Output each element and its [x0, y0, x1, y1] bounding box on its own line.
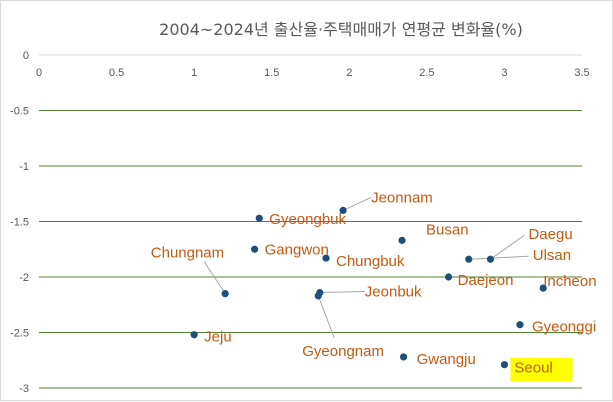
point-busan [398, 236, 406, 244]
x-tick-label: 2 [346, 67, 352, 79]
leader-line-jeonbuk [319, 291, 365, 294]
y-tick-label: -3 [19, 383, 29, 395]
point-label-daegu: Daegu [528, 226, 572, 243]
point-ulsan [465, 255, 473, 263]
x-tick-label: 1.5 [264, 67, 279, 79]
y-tick-label: -1.5 [10, 217, 29, 229]
leader-line-ulsan [468, 255, 529, 260]
y-tick-label: -2 [19, 272, 29, 284]
point-label-gwangju: Gwangju [417, 351, 476, 368]
point-jeonnam [339, 206, 347, 214]
point-gwangju [399, 353, 408, 361]
x-tick-label: 0.5 [109, 67, 124, 79]
y-tick-label: -1 [19, 161, 29, 173]
point-label-seoul: Seoul [514, 360, 552, 377]
point-gangwon [251, 245, 259, 253]
leader-lines [203, 196, 529, 339]
y-tick-label: -2.5 [10, 328, 29, 340]
point-seoul [500, 361, 509, 369]
x-tick-label: 3.5 [574, 67, 589, 79]
point-daegu [486, 255, 495, 263]
point-label-jeju: Jeju [204, 329, 232, 346]
point-gyeongnam [314, 292, 322, 300]
point-label-jeonnam: Jeonnam [371, 189, 433, 206]
gridlines [39, 54, 582, 389]
axis-ticks: 0 -0.5 -1 -1.5 -2 -2.5 -3 0 0.5 1 1.5 2 2.5 3 3.5 [10, 50, 590, 395]
point-label-gyeongnam: Gyeongnam [302, 343, 384, 360]
x-tick-label: 3 [501, 67, 507, 79]
point-label-ulsan: Ulsan [533, 247, 571, 264]
point-label-gyeongbuk: Gyeongbuk [269, 211, 346, 228]
point-label-chungnam: Chungnam [151, 245, 224, 262]
point-chungbuk [322, 254, 330, 262]
data-points [190, 206, 547, 369]
point-label-daejeon: Daejeon [458, 272, 514, 289]
leader-line-chungnam [203, 261, 226, 294]
point-label-chungbuk: Chungbuk [336, 253, 405, 270]
leader-line-gyeongnam [317, 295, 335, 339]
point-daejeon [444, 273, 453, 281]
chart-title: 2004~2024년 출산율·주택매매가 연평균 변화율(%) [159, 20, 523, 39]
point-jeju [190, 331, 198, 339]
y-tick-label: -0.5 [10, 106, 29, 118]
point-label-jeonbuk: Jeonbuk [365, 284, 422, 301]
point-label-gyeonggi: Gyeonggi [532, 319, 596, 336]
data-labels: Jeonnam Gyeongbuk Daegu Busan Chungnam Gangwo… [151, 189, 597, 382]
x-tick-label: 1 [191, 67, 197, 79]
seoul-highlight-box [510, 357, 573, 382]
point-gyeongbuk [255, 214, 263, 222]
point-label-incheon: Incheon [543, 273, 596, 290]
y-tick-label: 0 [23, 50, 29, 62]
x-tick-label: 2.5 [419, 67, 434, 79]
point-incheon [539, 284, 547, 292]
point-gyeonggi [516, 321, 524, 329]
point-label-gangwon: Gangwon [265, 241, 329, 258]
x-tick-label: 0 [36, 67, 42, 79]
point-label-busan: Busan [426, 221, 469, 238]
leader-line-daegu [490, 234, 525, 260]
leader-line-jeonnam [342, 196, 372, 211]
point-chungnam [221, 290, 229, 298]
